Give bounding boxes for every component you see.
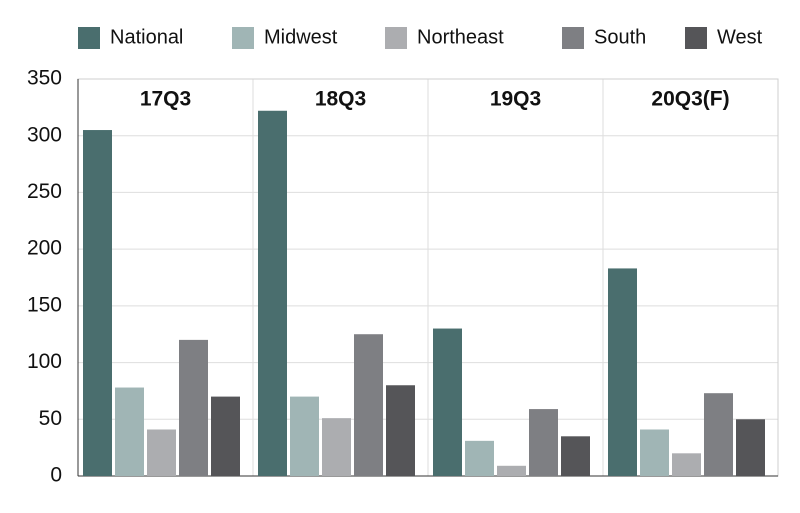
- y-tick-label: 0: [50, 464, 62, 487]
- y-tick-label: 350: [27, 67, 62, 90]
- bar: [561, 436, 590, 476]
- bar: [672, 453, 701, 476]
- legend-swatch: [232, 27, 254, 49]
- bar: [211, 396, 240, 476]
- bar: [386, 385, 415, 476]
- category-label: 20Q3(F): [651, 88, 729, 111]
- bar: [433, 328, 462, 476]
- bar: [529, 409, 558, 476]
- legend-label: South: [594, 26, 646, 48]
- legend-swatch: [562, 27, 584, 49]
- y-tick-label: 250: [27, 180, 62, 203]
- bar: [179, 339, 208, 476]
- bar: [258, 110, 287, 476]
- bar: [736, 419, 765, 476]
- bar: [147, 429, 176, 476]
- legend-label: Northeast: [417, 26, 504, 48]
- y-tick-label: 100: [27, 350, 62, 373]
- legend-label: West: [717, 26, 763, 48]
- bar: [704, 393, 733, 476]
- legend-label: Midwest: [264, 26, 338, 48]
- bar: [354, 334, 383, 476]
- category-label: 19Q3: [490, 88, 541, 111]
- bar: [83, 130, 112, 477]
- bar: [322, 418, 351, 476]
- bar: [640, 429, 669, 476]
- y-tick-label: 50: [39, 407, 62, 430]
- y-tick-label: 200: [27, 237, 62, 260]
- y-tick-label: 300: [27, 123, 62, 146]
- bar: [465, 440, 494, 476]
- legend-swatch: [685, 27, 707, 49]
- bar: [608, 268, 637, 476]
- category-label: 17Q3: [140, 88, 191, 111]
- category-label: 18Q3: [315, 88, 366, 111]
- legend-swatch: [385, 27, 407, 49]
- bar: [115, 387, 144, 476]
- bar: [497, 465, 526, 476]
- y-tick-label: 150: [27, 293, 62, 316]
- legend-label: National: [110, 26, 183, 48]
- bar: [290, 396, 319, 476]
- legend-swatch: [78, 27, 100, 49]
